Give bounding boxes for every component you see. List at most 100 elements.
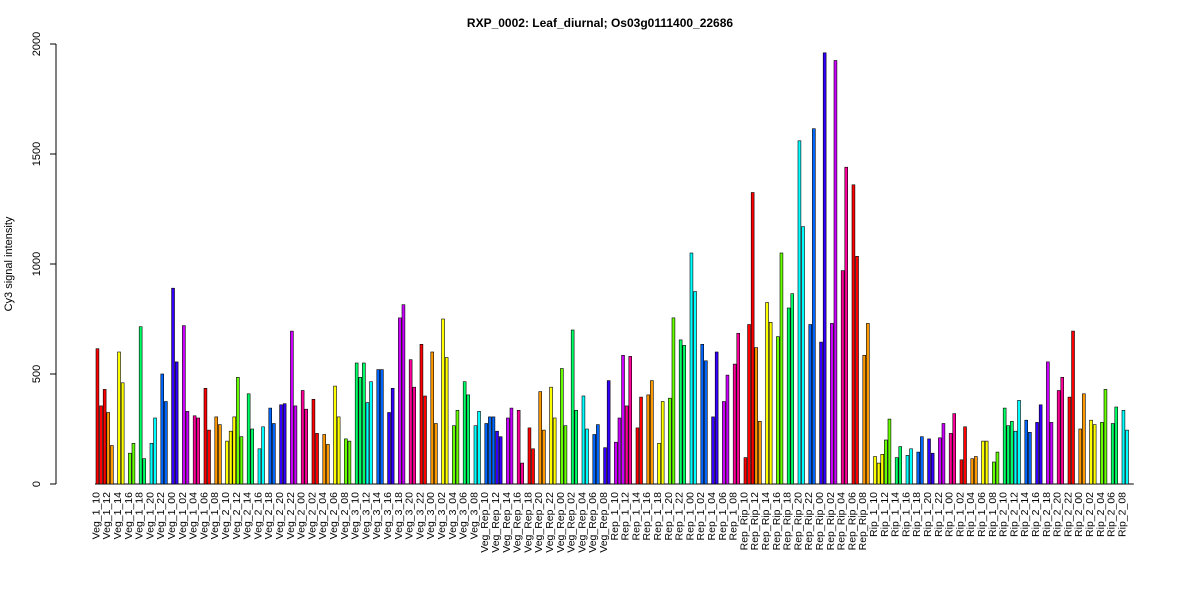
x-tick-label: Veg_Rep_22	[544, 492, 556, 553]
x-tick-label: Veg_1_02	[177, 492, 189, 539]
bar	[768, 321, 773, 485]
bar	[920, 436, 924, 485]
bar	[621, 354, 625, 485]
x-tick-label: Rep_1_00	[684, 492, 696, 541]
bar	[736, 332, 740, 485]
bar	[1013, 430, 1018, 485]
bar	[1110, 423, 1115, 485]
bar	[333, 385, 337, 485]
bar	[1017, 400, 1021, 485]
bar	[182, 325, 186, 485]
bar	[693, 291, 697, 485]
bar	[185, 411, 190, 485]
bar	[549, 386, 553, 485]
bar	[1060, 376, 1065, 485]
x-tick-label: Veg_1_04	[188, 492, 200, 539]
bar	[808, 324, 812, 485]
bar	[732, 363, 737, 485]
bar	[563, 425, 568, 485]
x-tick-label: Veg_2_14	[242, 492, 254, 539]
bar	[660, 401, 665, 485]
x-tick-label: Rep_Rip_00	[814, 492, 826, 551]
bar	[444, 357, 449, 485]
x-tick-label: Veg_1_22	[155, 492, 167, 539]
bar	[149, 442, 154, 485]
bar	[905, 455, 910, 485]
bar	[581, 395, 586, 485]
bar	[992, 461, 996, 485]
bar	[491, 416, 496, 485]
y-tick-label: 2000	[31, 32, 43, 56]
bar	[678, 339, 683, 485]
bar	[358, 376, 362, 485]
x-tick-label: Veg_3_10	[350, 492, 362, 539]
x-tick-label: Veg_Rep_06	[587, 492, 599, 553]
x-tick-label: Rep_1_10	[609, 492, 621, 541]
bar	[268, 407, 272, 485]
x-tick-label: Rip_2_18	[1041, 492, 1053, 537]
bar	[419, 343, 424, 485]
x-tick-label: Veg_Rep_16	[512, 492, 524, 553]
bar	[380, 369, 384, 485]
bar	[120, 382, 125, 485]
x-tick-label: Veg_3_00	[425, 492, 437, 539]
bar	[873, 456, 877, 485]
bar	[1010, 420, 1014, 485]
x-tick-label: Veg_Rep_02	[566, 492, 578, 553]
bars-group	[95, 52, 1129, 485]
bar	[552, 417, 557, 485]
x-tick-label: Rip_2_06	[1106, 492, 1118, 537]
bar	[790, 293, 794, 485]
bar	[606, 380, 611, 485]
bar	[1035, 422, 1039, 485]
bar	[196, 417, 201, 485]
bar	[506, 417, 510, 485]
bar	[1121, 409, 1126, 485]
bar	[754, 347, 758, 485]
x-tick-labels: Veg_1_10Veg_1_12Veg_1_14Veg_1_16Veg_1_18…	[90, 492, 1128, 553]
bar	[1114, 406, 1119, 485]
x-tick-label: Veg_2_00	[296, 492, 308, 539]
bar	[1006, 425, 1010, 485]
bar	[128, 452, 132, 485]
x-tick-label: Rip_2_08	[1116, 492, 1128, 537]
x-tick-label: Rep_Rip_22	[803, 492, 815, 551]
x-tick-label: Veg_3_12	[360, 492, 372, 539]
bar	[315, 433, 319, 485]
bar	[369, 381, 373, 485]
bar	[365, 402, 370, 485]
x-tick-label: Rep_1_14	[630, 492, 642, 541]
bar	[560, 368, 564, 485]
bar	[916, 451, 920, 485]
bar	[884, 439, 888, 485]
bar	[412, 386, 416, 485]
bar	[970, 458, 974, 485]
bar	[344, 438, 348, 485]
bar	[95, 348, 100, 485]
bar	[225, 440, 229, 485]
x-tick-label: Veg_Rep_08	[598, 492, 610, 553]
bar	[1100, 422, 1104, 485]
x-tick-label: Veg_Rep_10	[479, 492, 491, 553]
bar	[293, 405, 298, 485]
x-tick-label: Veg_3_18	[393, 492, 405, 539]
bar	[1103, 389, 1108, 485]
x-tick-label: Rip_1_10	[868, 492, 880, 537]
x-tick-label: Rip_2_00	[1073, 492, 1085, 537]
x-tick-label: Rip_1_08	[987, 492, 999, 537]
bar	[246, 393, 251, 485]
bar	[855, 255, 859, 485]
bar	[840, 270, 845, 485]
x-tick-label: Rep_Rip_02	[825, 492, 837, 551]
bar	[1038, 404, 1043, 485]
bar	[830, 323, 834, 485]
x-tick-label: Rip_2_12	[1008, 492, 1020, 537]
x-tick-label: Veg_1_06	[198, 492, 210, 539]
bar	[142, 458, 147, 485]
bar	[228, 430, 233, 485]
bar	[203, 387, 208, 485]
bar	[387, 412, 391, 485]
bar	[495, 430, 499, 485]
x-tick-label: Veg_1_18	[134, 492, 146, 539]
